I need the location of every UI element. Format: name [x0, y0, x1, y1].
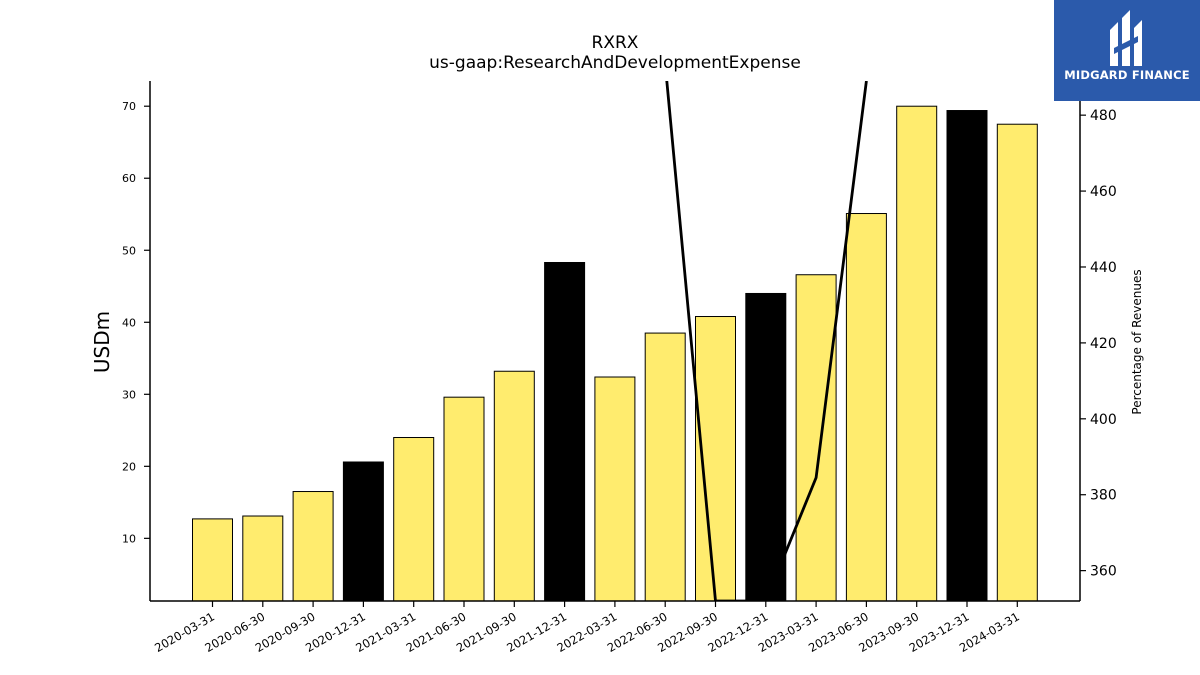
bar-2021-06-30 — [443, 396, 485, 602]
y2-tick-label-400: 400 — [1090, 412, 1117, 428]
bar-2023-09-30 — [896, 105, 938, 602]
chart-title: RXRX — [592, 33, 639, 53]
y2-tick-label-480: 480 — [1090, 108, 1117, 124]
y2-tick-label-380: 380 — [1090, 488, 1117, 504]
y2-tick-label-440: 440 — [1090, 260, 1117, 276]
bar-2020-03-31 — [192, 518, 233, 602]
y2-tick-label-460: 460 — [1090, 184, 1117, 200]
bar-2023-03-31 — [795, 274, 837, 602]
bar-2022-12-31 — [745, 292, 787, 602]
midgard-logo-icon — [1110, 10, 1142, 66]
bar-2023-12-31 — [946, 110, 988, 602]
bar-2024-03-31 — [996, 123, 1038, 602]
bar-2021-09-30 — [493, 370, 535, 602]
bars-group — [192, 105, 1038, 602]
bar-2020-06-30 — [242, 515, 284, 602]
bar-2023-06-30 — [845, 213, 887, 602]
bar-2020-09-30 — [292, 491, 334, 602]
percentage-of-revenues-line — [665, 81, 868, 601]
y-tick-label-20: 20 — [122, 460, 136, 473]
y-tick-label-60: 60 — [122, 172, 136, 185]
y-tick-label-70: 70 — [122, 100, 136, 113]
midgard-finance-logo: MIDGARD FINANCE — [1054, 0, 1200, 101]
bar-2021-12-31 — [544, 261, 586, 602]
y-tick-label-30: 30 — [122, 388, 136, 401]
bar-2022-03-31 — [594, 376, 636, 602]
line-layer — [665, 81, 868, 601]
y2-axis-label: Percentage of Revenues — [1130, 269, 1144, 414]
y-tick-label-40: 40 — [122, 316, 136, 329]
logo-text: MIDGARD FINANCE — [1064, 68, 1190, 82]
bar-2020-12-31 — [342, 461, 384, 602]
y2-tick-label-360: 360 — [1090, 564, 1117, 580]
chart-subtitle: us-gaap:ResearchAndDevelopmentExpense — [429, 53, 801, 73]
y-tick-label-50: 50 — [122, 244, 136, 257]
y-tick-label-10: 10 — [122, 532, 136, 545]
bar-2021-03-31 — [393, 437, 435, 602]
y2-tick-label-420: 420 — [1090, 336, 1117, 352]
y-axis-label: USDm — [90, 311, 114, 373]
bar-2022-06-30 — [644, 332, 686, 602]
